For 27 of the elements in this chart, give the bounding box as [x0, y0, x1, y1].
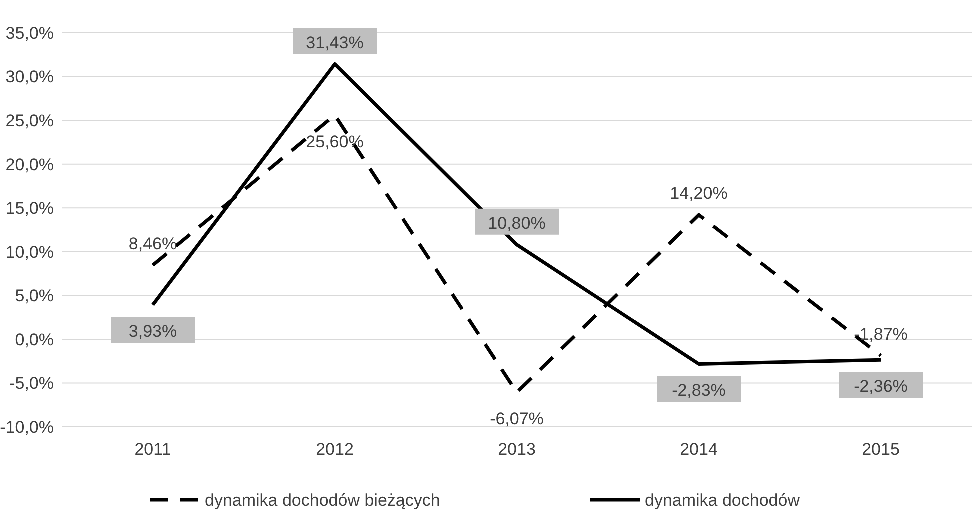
x-tick-label: 2011: [134, 440, 172, 459]
data-label: 8,46%: [128, 234, 178, 254]
y-tick-label: 0,0%: [15, 330, 54, 350]
y-tick-label: 25,0%: [6, 112, 54, 131]
y-tick-label: 30,0%: [6, 68, 54, 87]
legend-label: dynamika dochodów: [645, 490, 801, 510]
data-label: -2,83%: [672, 381, 726, 400]
y-tick-label: 35,0%: [6, 24, 54, 43]
data-label: -1,87%: [854, 324, 908, 344]
x-tick-label: 2015: [862, 440, 900, 459]
data-label: 31,43%: [306, 33, 364, 52]
y-tick-label: 10,0%: [6, 242, 54, 262]
y-tick-label: -5,0%: [10, 374, 54, 394]
legend-label: dynamika dochodów bieżących: [205, 490, 440, 510]
data-label: 10,80%: [488, 214, 546, 233]
x-tick-label: 2013: [498, 440, 536, 459]
y-tick-label: -10,0%: [0, 418, 54, 437]
data-label: 14,20%: [670, 184, 728, 204]
data-label: 3,93%: [128, 322, 178, 342]
x-tick-label: 2012: [316, 440, 354, 459]
data-label: 25,60%: [306, 132, 364, 152]
y-tick-label: 15,0%: [6, 199, 54, 218]
x-tick-label: 2014: [680, 440, 718, 459]
y-tick-label: 20,0%: [6, 155, 54, 174]
y-tick-label: 5,0%: [15, 286, 54, 306]
data-label: -2,36%: [854, 377, 908, 396]
data-label: -6,07%: [490, 410, 544, 429]
